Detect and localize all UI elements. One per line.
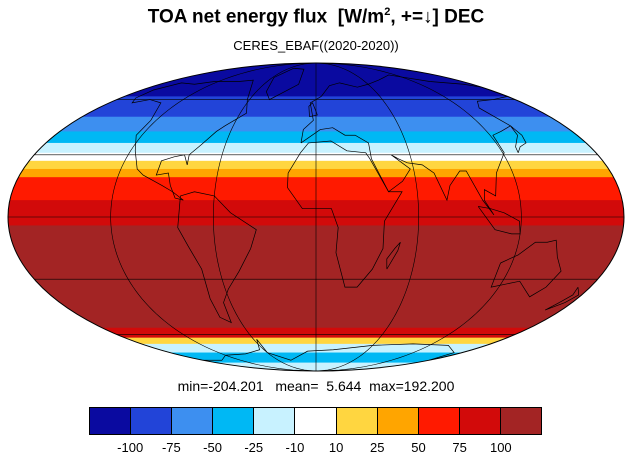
stats-line: min=-204.201 mean= 5.644 max=192.200	[0, 378, 632, 394]
colorbar-swatch-8	[418, 408, 460, 434]
min-value: -204.201	[208, 378, 264, 394]
colorbar-swatch-4	[254, 408, 296, 434]
continent-outlines	[131, 67, 580, 361]
title-superscript: 2	[384, 6, 391, 18]
continent-africa	[287, 140, 403, 288]
continent-madagascar	[386, 242, 401, 270]
continent-australia	[490, 239, 562, 298]
colorbar-ticks: -100 -75 -50 -25 -10 10 25 50 75 100	[89, 440, 542, 458]
colorbar-tick-label: 50	[411, 440, 426, 455]
colorbar-tick-label: 75	[452, 440, 467, 455]
continent-japan	[510, 125, 527, 153]
colorbar-tick-label: 100	[489, 440, 512, 455]
colorbar-swatch-5	[295, 408, 337, 434]
colorbar-swatch-0	[90, 408, 132, 434]
continent-eurasia	[300, 74, 512, 216]
map-subtitle: CERES_EBAF((2020-2020))	[233, 38, 399, 53]
colorbar-swatch-6	[336, 408, 378, 434]
mean-label: mean=	[275, 378, 319, 394]
colorbar	[89, 407, 542, 435]
max-label: max=	[369, 378, 404, 394]
colorbar-tick-label: 10	[328, 440, 344, 455]
colorbar-swatch-2	[172, 408, 214, 434]
colorbar-swatch-9	[459, 408, 501, 434]
colorbar-tick-label: -10	[285, 440, 305, 455]
continent-antarctica	[203, 339, 455, 361]
map-title: TOA net energy flux [W/m2, +=↓] DEC	[0, 6, 632, 28]
globe-outline	[7, 62, 625, 372]
colorbar-tick-label: -75	[161, 440, 181, 455]
title-text-end: , +=↓] DEC	[390, 6, 485, 28]
colorbar-tick-label: -25	[244, 440, 264, 455]
mean-value: 5.644	[326, 378, 362, 394]
continent-north-america	[131, 79, 254, 201]
colorbar-swatch-3	[213, 408, 255, 434]
max-value: 192.200	[403, 378, 455, 394]
colorbar-swatch-1	[131, 408, 173, 434]
colorbar-tick-label: -50	[203, 440, 222, 455]
colorbar-swatch-10	[500, 408, 542, 434]
graticule	[8, 63, 624, 371]
colorbar-swatch-7	[377, 408, 419, 434]
title-text-start: TOA net energy flux [W/m	[147, 6, 385, 28]
colorbar-tick-label: -100	[117, 440, 144, 455]
continent-indonesia	[477, 206, 521, 235]
colorbar-tick-label: 25	[370, 440, 385, 455]
min-label: min=	[177, 378, 209, 394]
continent-new-zealand	[544, 286, 580, 311]
continent-south-america	[177, 191, 257, 324]
